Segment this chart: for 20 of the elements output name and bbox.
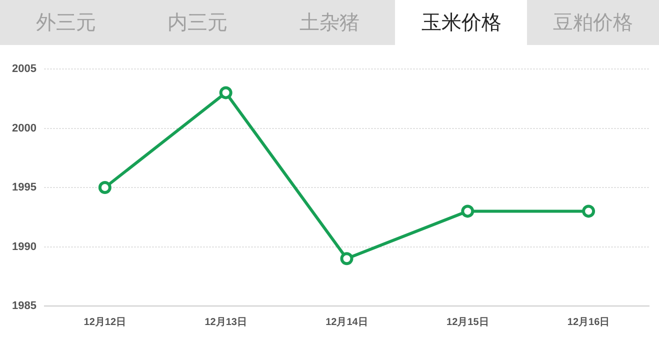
point [340, 252, 354, 266]
x-tick-label: 12月16日 [567, 316, 610, 328]
text: 玉米价格 [395, 0, 528, 45]
y-tick-label: 1990 [12, 240, 36, 253]
point [461, 204, 474, 218]
text: 土杂猪 [298, 9, 360, 36]
x-tick-label: 12月14日 [326, 316, 368, 328]
x-tick-label: 12月12日 [84, 316, 126, 328]
y-tick-label: 2000 [12, 122, 36, 134]
text: 豆粕价格 [552, 9, 634, 36]
point [98, 181, 112, 194]
point [219, 86, 232, 100]
text: 内三元 [166, 9, 229, 36]
y-tick-label: 1995 [12, 182, 36, 194]
y-tick-label: 2005 [12, 63, 36, 76]
x-tick-label: 12月13日 [204, 316, 247, 328]
x-tick-label: 12月15日 [446, 316, 489, 328]
text: 外三元 [34, 9, 97, 36]
y-tick-label: 1985 [12, 300, 36, 312]
point [582, 204, 596, 218]
